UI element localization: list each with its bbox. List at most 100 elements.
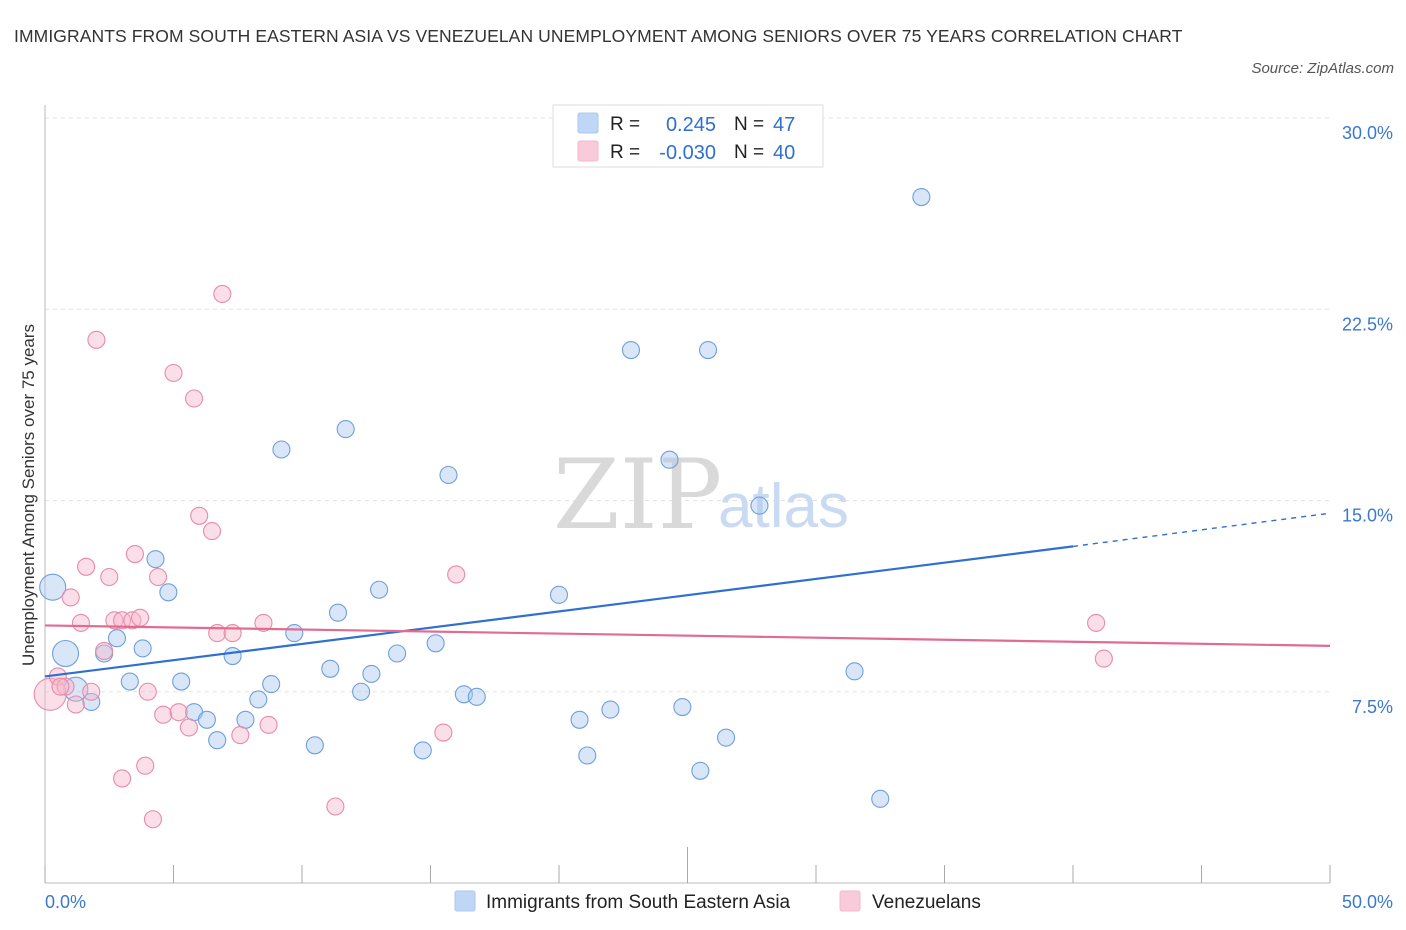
legend-bottom: Immigrants from South Eastern Asia Venez… bbox=[454, 890, 981, 913]
point-ven-13 bbox=[113, 769, 132, 788]
point-sea-6 bbox=[120, 672, 139, 691]
x-tick-label-1: 50.0% bbox=[1342, 892, 1393, 912]
legend-n-value-1: 40 bbox=[773, 142, 795, 164]
point-sea-45 bbox=[871, 789, 890, 808]
legend-swatch-pink bbox=[577, 140, 599, 162]
point-ven-18 bbox=[138, 682, 157, 701]
point-sea-39 bbox=[673, 697, 692, 717]
point-sea-34 bbox=[570, 710, 589, 729]
point-ven-20 bbox=[149, 567, 168, 587]
point-sea-35 bbox=[578, 746, 597, 765]
point-sea-8 bbox=[146, 550, 165, 569]
point-sea-25 bbox=[362, 664, 381, 683]
data-points bbox=[33, 188, 1113, 829]
point-sea-1 bbox=[52, 639, 80, 668]
y-axis-label: Unemployment Among Seniors over 75 years bbox=[19, 324, 38, 666]
point-sea-42 bbox=[716, 728, 736, 747]
legend-swatch-blue bbox=[577, 112, 599, 134]
point-ven-11 bbox=[105, 611, 124, 630]
legend-n-label-0: N = bbox=[734, 114, 764, 135]
gridlines bbox=[45, 117, 1330, 693]
legend-bottom-label-1: Venezuelans bbox=[872, 892, 981, 913]
point-ven-31 bbox=[231, 726, 250, 745]
legend-bottom-label-0: Immigrants from South Eastern Asia bbox=[486, 892, 791, 913]
point-sea-0 bbox=[39, 573, 67, 601]
point-sea-26 bbox=[370, 580, 389, 599]
point-sea-41 bbox=[699, 340, 718, 360]
point-sea-20 bbox=[305, 736, 324, 755]
point-sea-2 bbox=[63, 676, 89, 702]
y-tick-label-2: 22.5% bbox=[1342, 314, 1393, 334]
point-ven-5 bbox=[71, 613, 91, 632]
legend-r-value-1: -0.030 bbox=[659, 142, 716, 164]
point-ven-3 bbox=[61, 588, 80, 607]
point-sea-32 bbox=[467, 687, 486, 706]
legend-r-value-0: 0.245 bbox=[666, 114, 716, 136]
point-ven-7 bbox=[82, 682, 101, 701]
point-sea-12 bbox=[197, 710, 216, 729]
point-sea-24 bbox=[352, 682, 371, 701]
chart-title: IMMIGRANTS FROM SOUTH EASTERN ASIA VS VE… bbox=[14, 26, 1183, 46]
legend-top: R = 0.245 N = 47 R = -0.030 N = 40 bbox=[552, 104, 824, 168]
trend-line-1 bbox=[44, 624, 1331, 647]
axes bbox=[44, 105, 1331, 884]
point-ven-25 bbox=[185, 389, 204, 408]
point-ven-16 bbox=[131, 608, 150, 627]
point-ven-29 bbox=[213, 284, 232, 304]
point-ven-26 bbox=[190, 506, 209, 525]
point-ven-0 bbox=[33, 677, 67, 711]
point-ven-15 bbox=[125, 544, 144, 564]
y-tick-label-1: 15.0% bbox=[1342, 506, 1393, 526]
point-sea-27 bbox=[388, 644, 407, 663]
point-sea-37 bbox=[621, 340, 641, 360]
point-sea-21 bbox=[321, 659, 340, 678]
watermark-zip: ZIP bbox=[553, 439, 722, 551]
point-sea-13 bbox=[208, 731, 227, 750]
point-ven-23 bbox=[169, 703, 188, 722]
trend-line-extension-0 bbox=[1072, 512, 1331, 548]
point-sea-15 bbox=[236, 710, 255, 729]
point-ven-8 bbox=[87, 330, 106, 349]
point-sea-46 bbox=[912, 188, 931, 207]
point-sea-38 bbox=[660, 450, 679, 469]
point-ven-24 bbox=[179, 718, 198, 737]
point-ven-37 bbox=[1087, 613, 1106, 632]
watermark-atlas: atlas bbox=[718, 472, 849, 541]
watermark: ZIP atlas bbox=[553, 439, 849, 551]
point-sea-36 bbox=[601, 700, 620, 719]
point-ven-22 bbox=[164, 363, 183, 383]
legend-r-label-0: R = bbox=[610, 114, 640, 135]
trend-line-0 bbox=[44, 545, 1074, 678]
trend-lines bbox=[44, 512, 1331, 678]
point-ven-10 bbox=[100, 567, 119, 587]
point-sea-19 bbox=[285, 624, 304, 643]
y-tick-label-0: 7.5% bbox=[1352, 697, 1393, 717]
point-sea-40 bbox=[691, 761, 710, 780]
point-sea-16 bbox=[249, 690, 268, 709]
point-ven-12 bbox=[113, 611, 132, 630]
point-sea-14 bbox=[223, 646, 242, 666]
legend-bottom-swatch-blue bbox=[454, 890, 476, 912]
legend-r-label-1: R = bbox=[610, 142, 640, 163]
point-sea-30 bbox=[439, 465, 458, 485]
point-sea-17 bbox=[262, 675, 281, 694]
point-ven-32 bbox=[254, 613, 273, 632]
point-sea-28 bbox=[413, 741, 432, 760]
y-tick-label-3: 30.0% bbox=[1342, 123, 1393, 143]
point-sea-10 bbox=[172, 672, 191, 691]
point-sea-3 bbox=[82, 692, 101, 712]
point-ven-27 bbox=[203, 522, 222, 541]
point-sea-7 bbox=[133, 639, 152, 658]
point-sea-44 bbox=[845, 662, 864, 681]
legend-n-label-1: N = bbox=[734, 142, 764, 163]
y-tick-labels: 7.5% 15.0% 22.5% 30.0% bbox=[1342, 123, 1393, 717]
point-ven-19 bbox=[143, 810, 162, 829]
point-sea-29 bbox=[426, 634, 445, 653]
point-sea-9 bbox=[159, 583, 178, 602]
point-ven-33 bbox=[259, 715, 278, 734]
point-sea-43 bbox=[750, 496, 769, 515]
point-ven-2 bbox=[56, 677, 75, 696]
point-ven-9 bbox=[95, 641, 114, 661]
point-ven-34 bbox=[326, 797, 345, 816]
